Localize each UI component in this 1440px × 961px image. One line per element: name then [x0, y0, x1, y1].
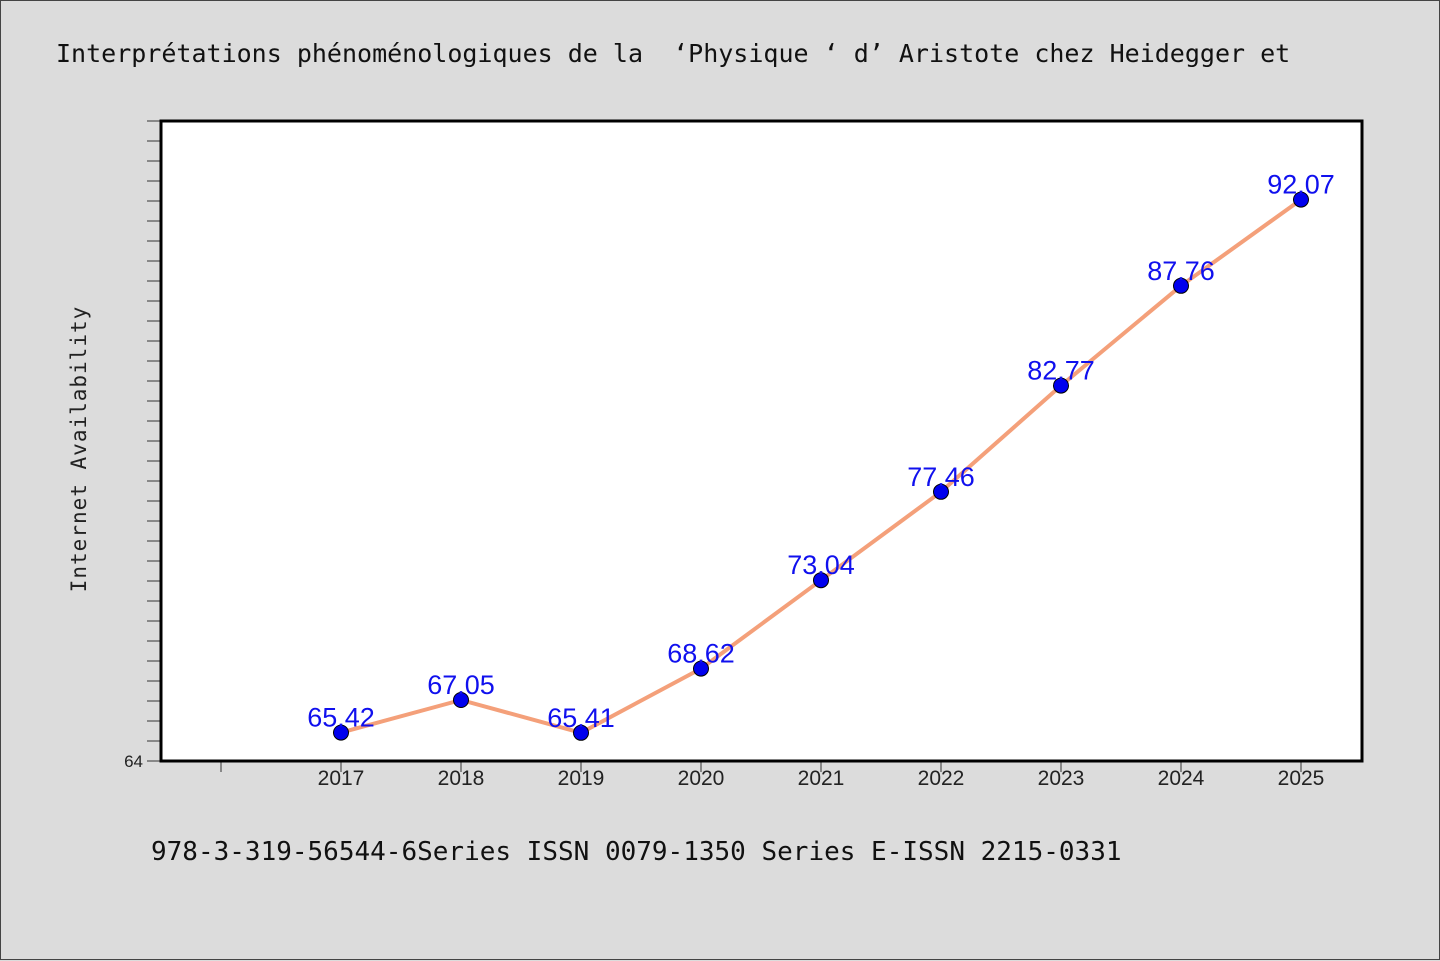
plot-border: [159, 119, 1364, 763]
x-tick-label: 2022: [918, 767, 965, 790]
x-tick-label: 2021: [798, 767, 845, 790]
x-tick-label: 2018: [438, 767, 485, 790]
x-tick-label: 2023: [1038, 767, 1085, 790]
data-point: [453, 692, 469, 708]
x-tick-label: 2019: [558, 767, 605, 790]
data-point: [333, 724, 349, 741]
data-label: 65.41: [547, 703, 615, 733]
data-point: [813, 572, 829, 589]
data-point: [1173, 277, 1189, 294]
chart-title: Interprétations phénoménologiques de la …: [56, 39, 1291, 68]
data-label: 87.76: [1147, 256, 1215, 286]
data-label: 82.77: [1027, 356, 1095, 386]
x-tick-label: 2025: [1278, 767, 1325, 790]
x-tick-label: 2020: [678, 767, 725, 790]
data-label: 77.46: [907, 462, 975, 492]
data-point: [1053, 377, 1069, 394]
data-point: [1293, 191, 1309, 208]
footer-isbn-text: 978-3-319-56544-6Series ISSN 0079-1350 S…: [151, 837, 1122, 867]
data-label: 68.62: [667, 639, 735, 669]
x-tick-label: 2017: [318, 767, 365, 790]
plot-area: [161, 121, 1362, 761]
data-label: 92.07: [1267, 170, 1335, 200]
data-point: [693, 660, 709, 677]
data-point: [933, 483, 949, 500]
x-tick-label: 2024: [1158, 767, 1205, 790]
data-point: [573, 724, 589, 741]
data-label: 65.42: [307, 703, 375, 733]
y-tick-label: 64: [124, 752, 143, 771]
data-label: 73.04: [787, 550, 855, 580]
data-label: 67.05: [427, 670, 495, 700]
